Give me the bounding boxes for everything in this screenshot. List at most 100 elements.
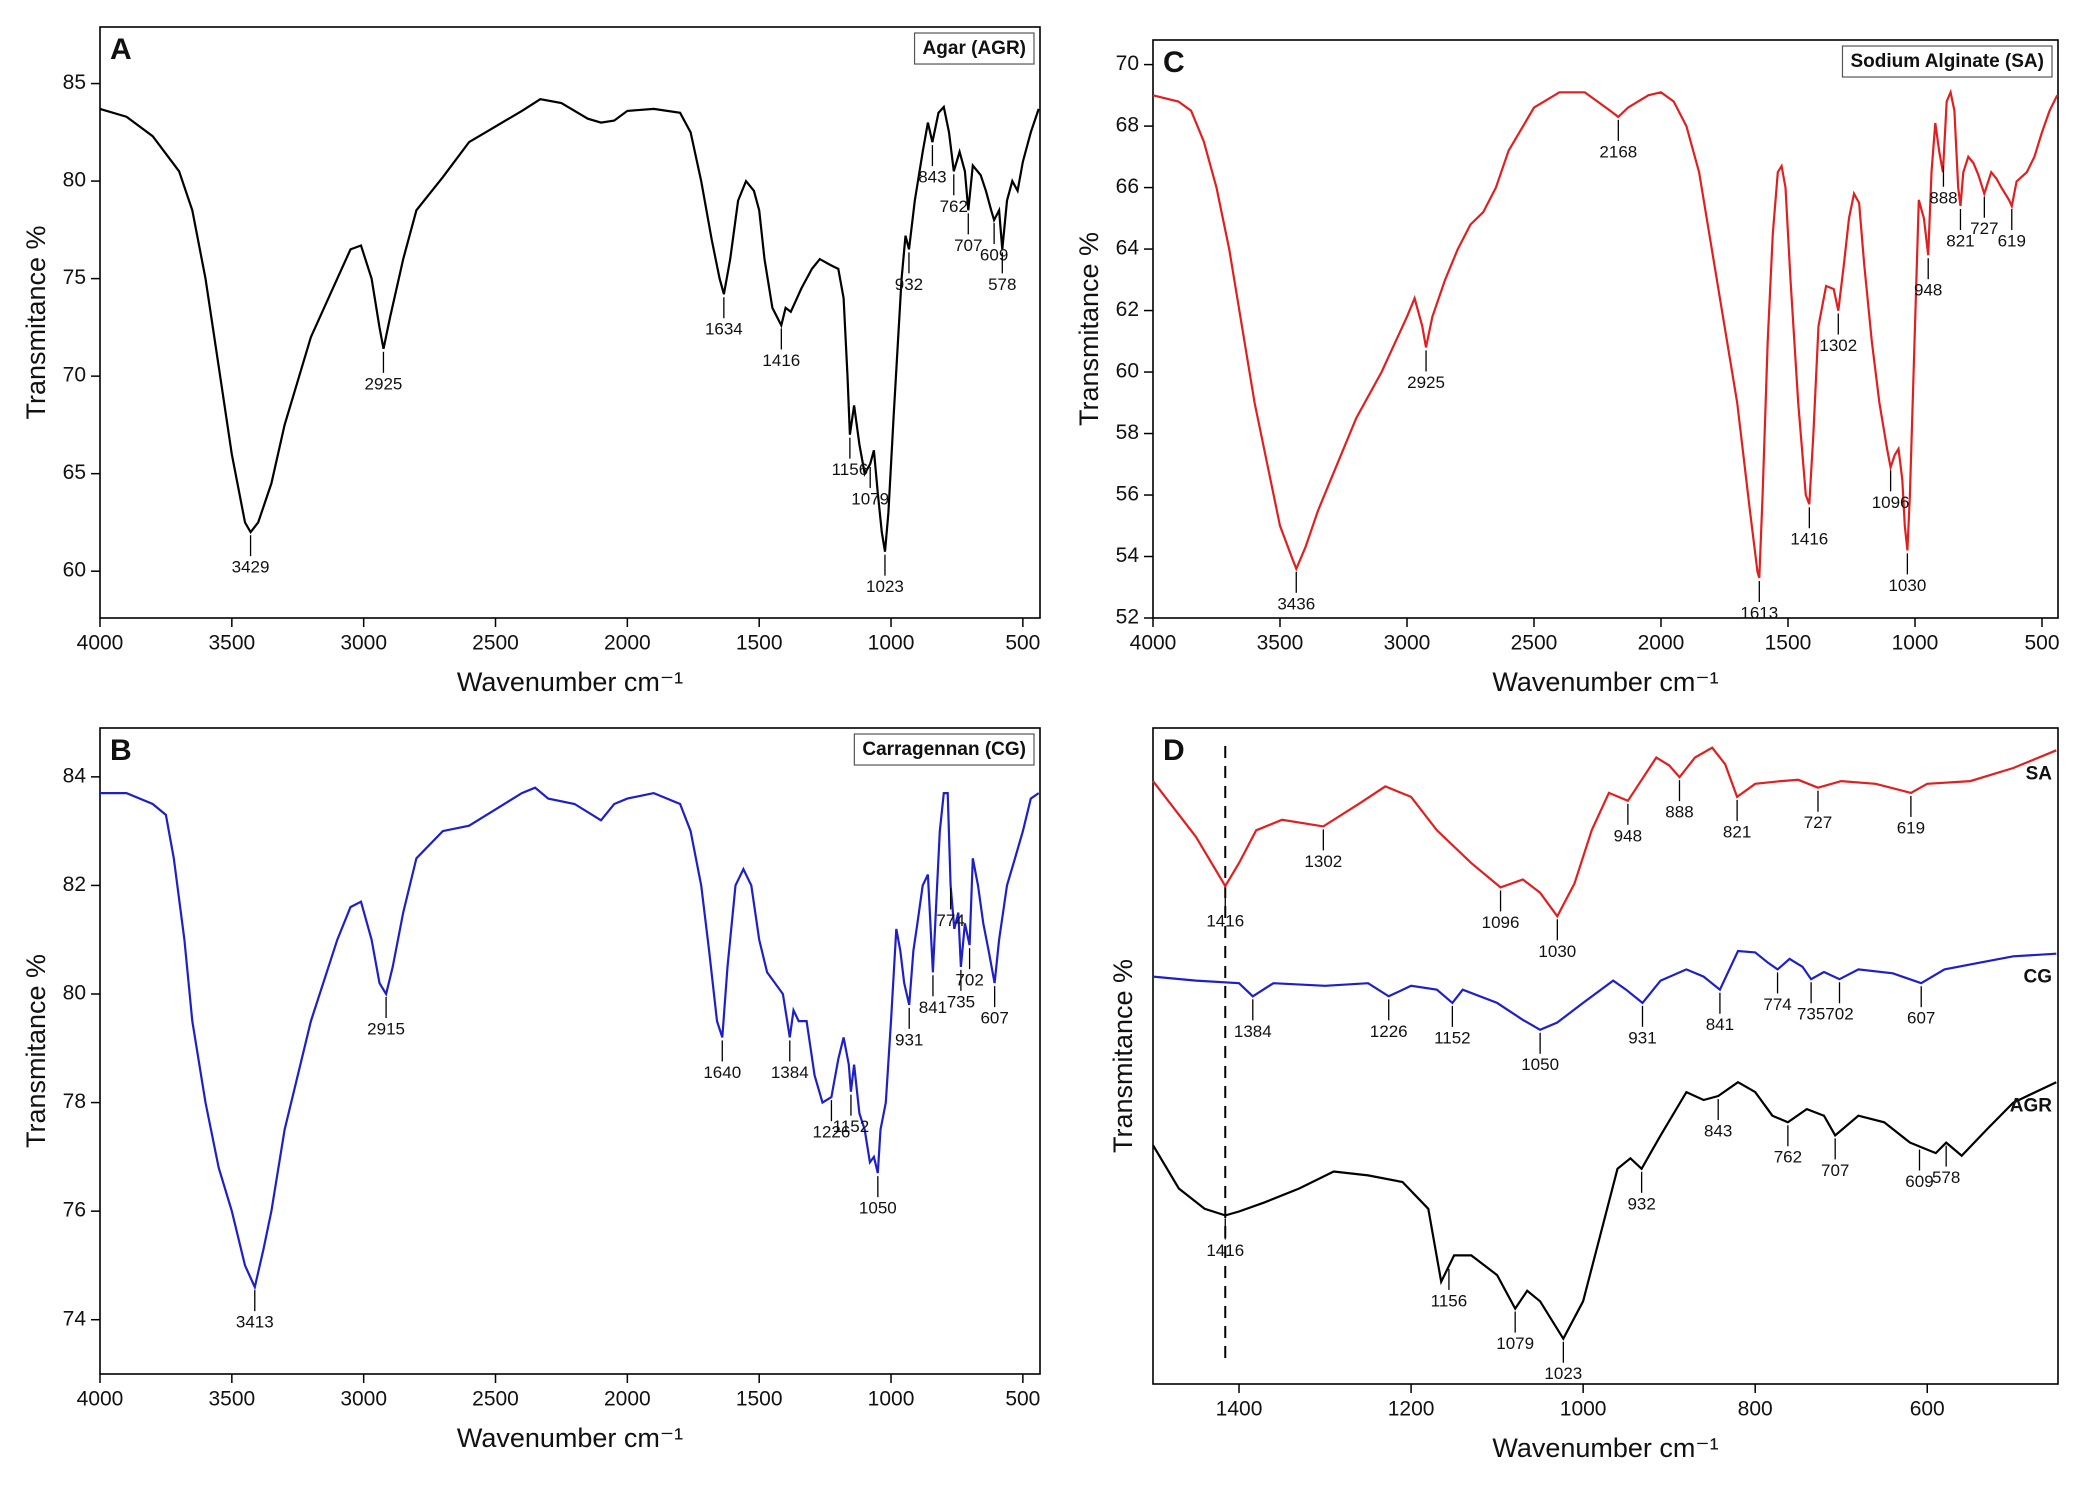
x-axis-title: Wavenumber cm⁻¹ <box>457 667 683 697</box>
peak-label: 1152 <box>833 1117 870 1136</box>
peak-label: 1030 <box>1888 576 1926 595</box>
panel: 4000 3500 3000 2500 2000 1500 1000 500 74 76 78 80 8… <box>21 727 1041 1453</box>
peak-label: 948 <box>1614 826 1642 845</box>
panel-letter: D <box>1163 734 1185 767</box>
x-axis-title: Wavenumber cm⁻¹ <box>1492 667 1718 697</box>
peak-label: 1302 <box>1304 852 1342 871</box>
peak-label: 702 <box>955 971 983 990</box>
peak-label: 888 <box>1665 803 1693 822</box>
x-tick-label: 1000 <box>868 632 915 655</box>
x-tick-label: 1000 <box>1892 632 1939 655</box>
panel: 4000 3500 3000 2500 2000 1500 1000 500 52 54 56 58 6… <box>1074 39 2060 697</box>
y-tick-label: 80 <box>63 169 86 192</box>
series-label: SA <box>2026 763 2053 784</box>
peak-label: 735 <box>947 992 975 1011</box>
x-tick-label: 3500 <box>208 1388 255 1411</box>
y-tick-label: 84 <box>63 764 87 787</box>
x-tick-label: 3000 <box>340 1388 387 1411</box>
peak-label: 1302 <box>1819 336 1857 355</box>
peak-label: 1634 <box>705 320 743 339</box>
spectrum-line <box>1152 1080 2057 1341</box>
peak-label: 1152 <box>1434 1028 1471 1047</box>
spectrum-line <box>100 786 1040 1291</box>
peak-label: 841 <box>919 998 947 1017</box>
peak-label: 727 <box>1804 813 1832 832</box>
peak-label: 1613 <box>1740 604 1778 623</box>
legend-label: Agar (AGR) <box>923 38 1026 59</box>
plot-frame <box>1152 39 2059 619</box>
peak-label: 3413 <box>236 1313 274 1332</box>
y-tick-label: 52 <box>1116 606 1139 629</box>
peak-label: 843 <box>918 168 946 187</box>
peak-label: 578 <box>1932 1168 1960 1187</box>
peak-label: 774 <box>936 911 964 930</box>
y-axis-title: Transmitance % <box>21 225 51 419</box>
peak-label: 1226 <box>813 1123 851 1142</box>
y-tick-label: 76 <box>63 1199 86 1222</box>
x-tick-label: 3500 <box>1257 632 1304 655</box>
peak-label: 3429 <box>232 558 270 577</box>
peak-label: 702 <box>1825 1005 1853 1024</box>
peak-label: 3436 <box>1277 594 1315 613</box>
peak-label: 821 <box>1946 232 1974 251</box>
peak-label: 619 <box>1998 232 2026 251</box>
x-tick-label: 1000 <box>1560 1398 1607 1421</box>
spectrum-line <box>1152 746 2057 919</box>
spectrum-line <box>99 98 1040 552</box>
x-tick-label: 3500 <box>208 632 255 655</box>
x-tick-label: 2500 <box>1511 632 1558 655</box>
x-axis-title: Wavenumber cm⁻¹ <box>1492 1433 1718 1463</box>
peak-label: 2915 <box>367 1019 405 1038</box>
peak-label: 735 <box>1797 1005 1825 1024</box>
y-tick-label: 82 <box>63 873 86 896</box>
peak-label: 1079 <box>851 489 889 508</box>
x-tick-label: 1500 <box>736 632 783 655</box>
y-tick-label: 68 <box>1116 114 1139 137</box>
peak-label: 609 <box>1905 1172 1933 1191</box>
y-tick-label: 56 <box>1116 483 1139 506</box>
peak-label: 1416 <box>762 351 800 370</box>
x-tick-label: 2000 <box>604 1388 651 1411</box>
x-tick-label: 2000 <box>604 632 651 655</box>
peak-label: 578 <box>988 275 1016 294</box>
panel-letter: B <box>110 734 132 767</box>
y-axis-title: Transmitance % <box>1074 232 1104 426</box>
peak-label: 774 <box>1763 995 1791 1014</box>
peak-label: 931 <box>895 1030 923 1049</box>
x-tick-label: 500 <box>2024 632 2059 655</box>
legend-box <box>913 32 1035 65</box>
y-tick-label: 78 <box>63 1090 86 1113</box>
legend-label: Sodium Alginate (SA) <box>1850 51 2044 72</box>
y-tick-label: 74 <box>63 1307 87 1330</box>
spectrum-line <box>1152 88 2059 579</box>
peak-label: 619 <box>1897 818 1925 837</box>
peak-label: 707 <box>954 236 982 255</box>
panel-letter: C <box>1163 46 1185 79</box>
x-tick-label: 1000 <box>868 1388 915 1411</box>
peak-label: 1030 <box>1538 942 1576 961</box>
peak-label: 1416 <box>1206 912 1244 931</box>
peak-label: 932 <box>1627 1194 1655 1213</box>
y-tick-label: 60 <box>63 559 86 582</box>
series-label: CG <box>2024 967 2053 988</box>
x-tick-label: 2500 <box>472 632 519 655</box>
peak-label: 1416 <box>1790 530 1828 549</box>
peak-label: 762 <box>940 197 968 216</box>
peak-label: 1050 <box>1521 1055 1559 1074</box>
y-tick-label: 80 <box>63 982 86 1005</box>
legend-box <box>853 733 1035 766</box>
y-tick-label: 54 <box>1116 544 1140 567</box>
y-tick-label: 58 <box>1116 421 1139 444</box>
x-tick-label: 4000 <box>1130 632 1177 655</box>
y-tick-label: 70 <box>63 364 86 387</box>
y-tick-label: 60 <box>1116 360 1139 383</box>
x-tick-label: 600 <box>1910 1398 1945 1421</box>
peak-label: 1226 <box>1370 1022 1408 1041</box>
y-tick-label: 65 <box>63 461 86 484</box>
peak-label: 1096 <box>1482 913 1520 932</box>
y-tick-label: 66 <box>1116 175 1139 198</box>
x-tick-label: 500 <box>1005 1388 1040 1411</box>
y-axis-title: Transmitance % <box>1108 959 1138 1153</box>
peak-label: 1416 <box>1206 1241 1244 1260</box>
